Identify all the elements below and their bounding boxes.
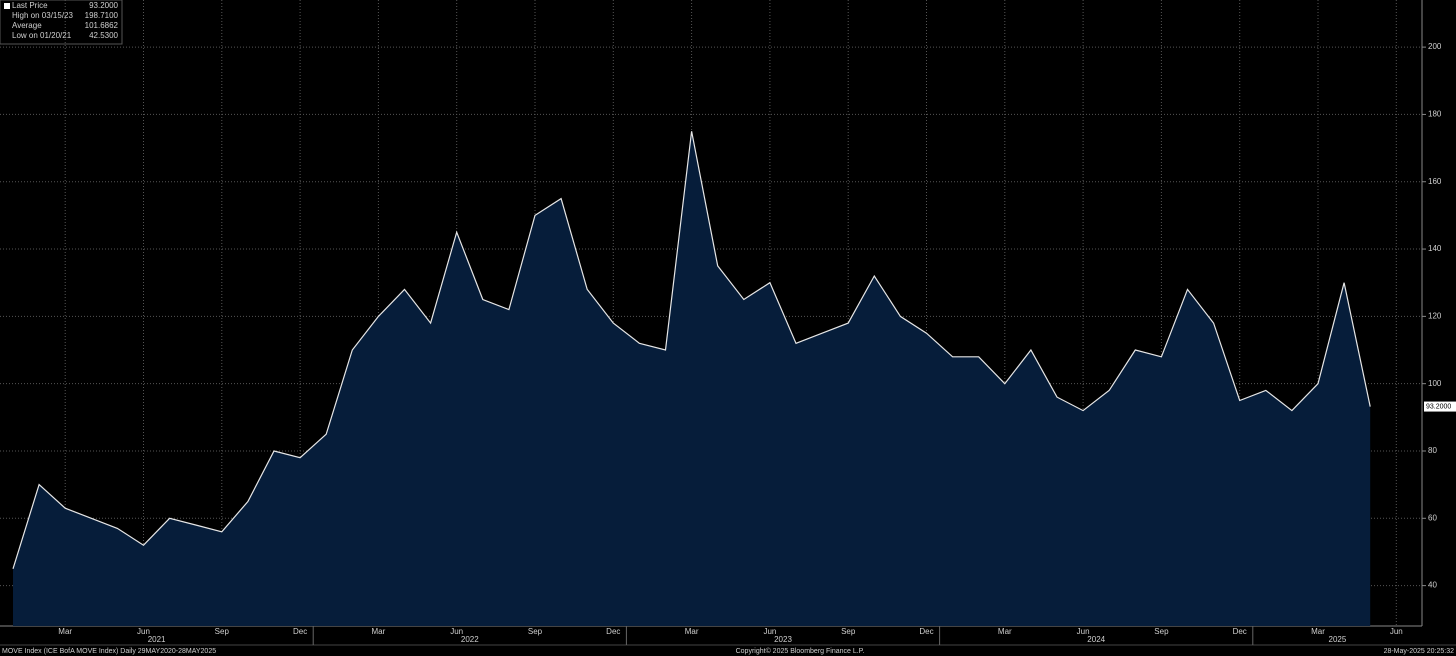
- legend-label: Low on 01/20/21: [12, 31, 72, 40]
- y-tick-label: 100: [1428, 379, 1442, 388]
- y-tick-label: 140: [1428, 244, 1442, 253]
- year-label: 2022: [461, 635, 479, 644]
- legend-label: Average: [12, 21, 42, 30]
- year-label: 2021: [148, 635, 166, 644]
- legend-value: 42.5300: [89, 31, 118, 40]
- x-tick-label: Jun: [763, 627, 776, 636]
- line: [12, 131, 1371, 569]
- footer-center: Copyright© 2025 Bloomberg Finance L.P.: [736, 647, 865, 655]
- footer-right: 28-May-2025 20:25:32: [1384, 648, 1455, 655]
- x-tick-label: Sep: [841, 627, 856, 636]
- x-tick-label: Jun: [137, 627, 150, 636]
- y-tick-label: 160: [1428, 177, 1442, 186]
- legend-label: Last Price: [12, 1, 48, 10]
- x-tick-label: Mar: [372, 627, 386, 636]
- x-tick-label: Jun: [450, 627, 463, 636]
- x-tick-label: Dec: [1233, 627, 1247, 636]
- footer-left: MOVE Index (ICE BofA MOVE Index) Daily 2…: [2, 648, 216, 655]
- legend-value: 101.6862: [85, 21, 119, 30]
- last-price-label: 93.2000: [1426, 403, 1451, 410]
- year-label: 2024: [1087, 635, 1105, 644]
- legend-box: [0, 0, 123, 45]
- area: [13, 131, 1371, 627]
- x-tick-label: Dec: [606, 627, 620, 636]
- y-tick-label: 200: [1428, 42, 1442, 51]
- x-tick-label: Jun: [1390, 627, 1403, 636]
- x-tick-label: Dec: [919, 627, 933, 636]
- y-tick-label: 40: [1428, 581, 1437, 590]
- y-tick-label: 60: [1428, 513, 1437, 522]
- y-tick-label: 180: [1428, 110, 1442, 119]
- x-tick-label: Mar: [1311, 627, 1325, 636]
- last-price-tag: [1424, 401, 1456, 412]
- year-label: 2023: [774, 635, 792, 644]
- legend-value: 198.7100: [85, 11, 119, 20]
- x-tick-label: Dec: [293, 627, 307, 636]
- year-label: 2025: [1329, 635, 1347, 644]
- x-tick-label: Mar: [685, 627, 699, 636]
- y-tick-label: 80: [1428, 446, 1437, 455]
- legend-label: High on 03/15/23: [12, 11, 73, 20]
- legend-value: 93.2000: [89, 1, 118, 10]
- x-tick-label: Mar: [998, 627, 1012, 636]
- x-tick-label: Jun: [1077, 627, 1090, 636]
- x-tick-label: Sep: [1154, 627, 1169, 636]
- x-tick-label: Sep: [528, 627, 543, 636]
- legend-swatch: [4, 3, 10, 9]
- x-tick-label: Sep: [215, 627, 230, 636]
- legend: Last Price 93.2000 High on 03/15/23 198.710…: [0, 0, 123, 45]
- y-tick-label: 120: [1428, 311, 1442, 320]
- x-tick-label: Mar: [58, 627, 72, 636]
